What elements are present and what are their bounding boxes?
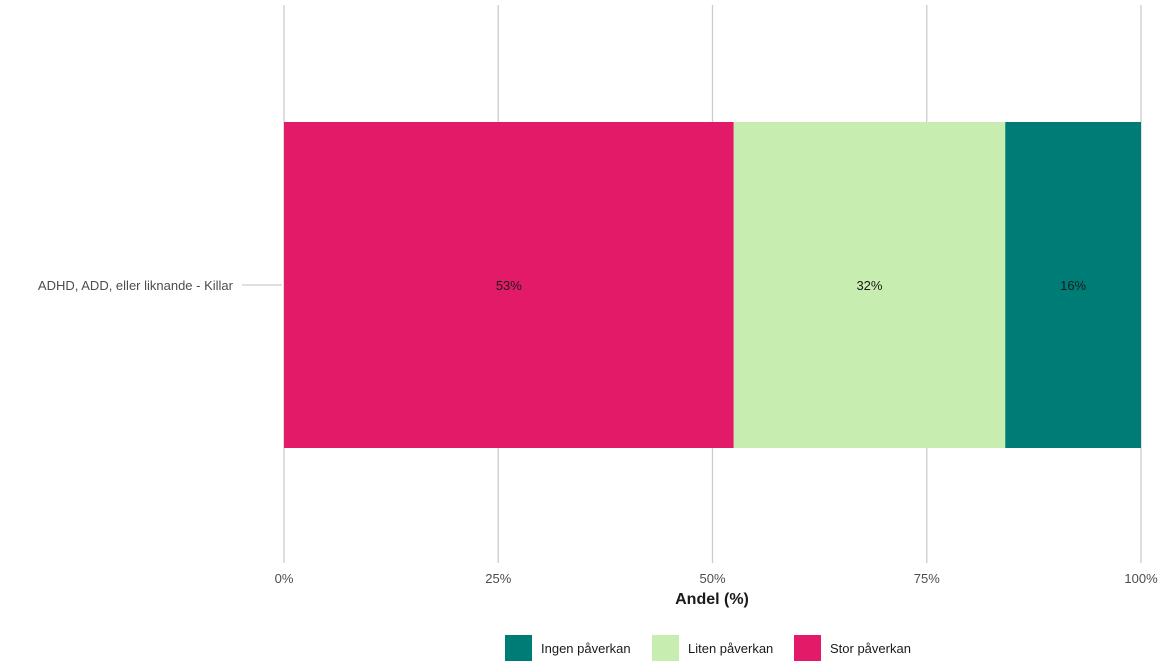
legend-label: Ingen påverkan	[541, 641, 631, 656]
legend-swatch	[505, 635, 532, 661]
x-tick-label: 100%	[1124, 571, 1158, 586]
bar-data-label: 16%	[1060, 278, 1086, 293]
x-tick-label: 75%	[914, 571, 940, 586]
legend-swatch	[652, 635, 679, 661]
x-tick-label: 25%	[485, 571, 511, 586]
y-category-label: ADHD, ADD, eller liknande - Killar	[38, 278, 234, 293]
legend-swatch	[794, 635, 821, 661]
bar-data-label: 53%	[496, 278, 522, 293]
bar-segment	[733, 122, 1006, 448]
bar-segment	[1005, 122, 1141, 448]
legend: Ingen påverkan Liten påverkan Stor påverka…	[505, 635, 911, 661]
x-axis-title: Andel (%)	[675, 591, 749, 608]
bar-segment	[284, 122, 734, 448]
legend-label: Stor påverkan	[830, 641, 911, 656]
x-axis-ticks: 0% 25% 50% 75% 100%	[275, 571, 1158, 586]
x-tick-label: 0%	[275, 571, 294, 586]
bars: 53% 32% 16%	[284, 122, 1141, 448]
category-axis: ADHD, ADD, eller liknande - Killar	[38, 278, 282, 293]
x-tick-label: 50%	[699, 571, 725, 586]
bar-data-label: 32%	[856, 278, 882, 293]
legend-label: Liten påverkan	[688, 641, 773, 656]
